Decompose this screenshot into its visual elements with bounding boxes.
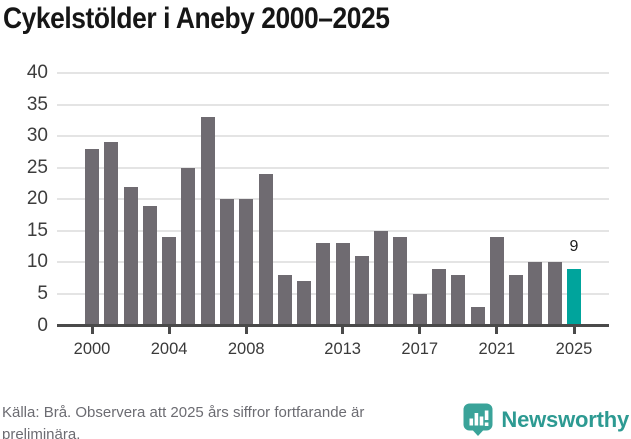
bar-2004 (162, 237, 177, 326)
x-axis-tick-2008 (244, 327, 248, 334)
y-axis-label-25: 25 (26, 156, 48, 178)
y-axis-label-10: 10 (26, 251, 48, 273)
bar-2010 (277, 275, 292, 326)
x-axis-tick-2017 (418, 327, 422, 334)
bar-2025 (567, 268, 581, 326)
bar-2000 (85, 148, 99, 326)
bar-2002 (123, 186, 138, 326)
bar-2019 (451, 275, 466, 326)
x-axis-label-2004: 2004 (150, 340, 188, 358)
y-axis-label-30: 30 (26, 125, 48, 147)
bar-2009 (258, 174, 273, 326)
gridline-30 (57, 135, 609, 138)
x-axis-label-2017: 2017 (401, 340, 439, 358)
y-axis-label-20: 20 (26, 188, 48, 210)
y-axis-label-5: 5 (37, 282, 48, 304)
bar-value-label: 9 (569, 237, 579, 255)
gridline-5 (57, 292, 609, 295)
bar-2001 (104, 142, 119, 326)
bar-2017 (412, 293, 427, 326)
bar-2013 (335, 243, 350, 326)
gridline-35 (57, 103, 609, 106)
x-axis-tick-2004 (167, 327, 171, 334)
bar-2015 (374, 230, 389, 326)
y-axis-label-15: 15 (26, 219, 48, 241)
gridline-10 (57, 261, 609, 264)
newsworthy-logo: Newsworthy (463, 403, 629, 436)
bar-2020 (470, 306, 485, 326)
bar-2016 (393, 237, 408, 326)
bar-2014 (354, 256, 369, 326)
bar-2018 (432, 268, 447, 326)
gridline-20 (57, 198, 609, 201)
x-axis-tick-2025 (572, 327, 576, 334)
x-axis-label-2000: 2000 (73, 340, 111, 358)
x-axis-tick-2013 (341, 327, 345, 334)
bar-2008 (239, 199, 254, 326)
y-axis-label-0: 0 (37, 314, 48, 336)
bar-2024 (547, 262, 562, 326)
bar-2021 (489, 237, 504, 326)
x-axis-tick-2000 (90, 327, 94, 334)
y-axis-label-40: 40 (26, 62, 48, 83)
bar-2012 (316, 243, 331, 326)
bar-2007 (219, 199, 234, 326)
bar-2011 (297, 281, 312, 326)
bar-2006 (200, 117, 215, 326)
x-axis-tick-2021 (495, 327, 499, 334)
gridline-40 (57, 72, 609, 74)
source-note: Källa: Brå. Observera att 2025 års siffr… (2, 404, 365, 439)
plot-area: 0 5 10 15 20 25 30 35 40 9 2000 2004 2008 2013 2017 202… (26, 62, 609, 358)
x-axis-label-2008: 2008 (227, 340, 265, 358)
newsworthy-speech-bubble-bar-chart-icon (463, 403, 493, 436)
y-axis-label-35: 35 (26, 93, 48, 115)
gridline-25 (57, 166, 609, 169)
newsworthy-logo-text: Newsworthy (501, 406, 629, 432)
bar-2022 (509, 275, 524, 326)
gridline-15 (57, 229, 609, 232)
chart-title: Cykelstölder i Aneby 2000–2025 (3, 2, 390, 35)
x-axis-line (57, 324, 609, 327)
x-axis-label-2025: 2025 (555, 340, 593, 358)
bar-2005 (181, 167, 196, 326)
bar-2003 (142, 205, 157, 326)
x-axis-label-2021: 2021 (478, 340, 516, 358)
x-axis-label-2013: 2013 (324, 340, 361, 358)
bar-2023 (528, 262, 543, 326)
